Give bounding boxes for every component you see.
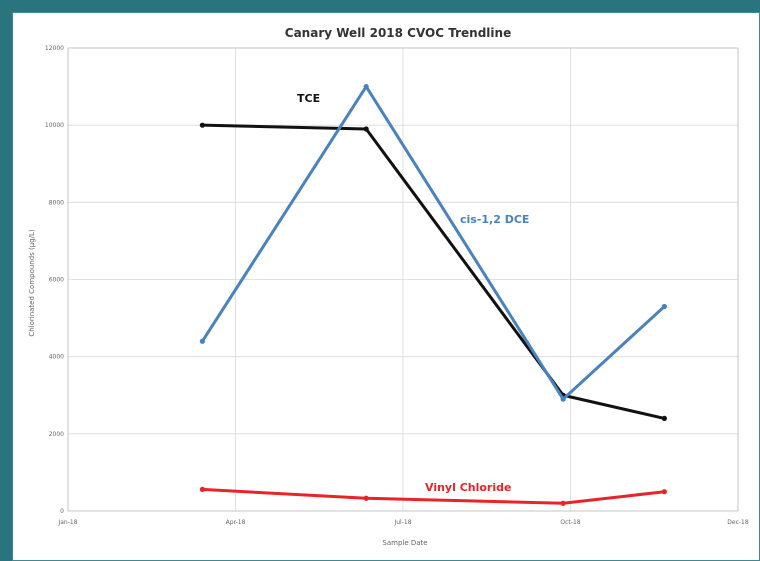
y-tick-label: 12000 bbox=[45, 45, 64, 52]
data-point bbox=[199, 486, 205, 492]
axes: 0 2000 4000 6000 8000 10000 12000 Jan-18 Apr-18 J… bbox=[45, 45, 749, 526]
data-point bbox=[661, 303, 667, 310]
series-line bbox=[201, 85, 666, 401]
data-point bbox=[363, 495, 369, 501]
data-point bbox=[661, 489, 667, 495]
chart-panel bbox=[12, 12, 760, 561]
data-point bbox=[363, 126, 369, 132]
series-layer bbox=[199, 83, 667, 506]
y-tick-label: 8000 bbox=[49, 199, 64, 206]
data-point bbox=[560, 396, 566, 402]
series-line bbox=[202, 487, 665, 505]
data-point bbox=[363, 83, 369, 90]
series-line bbox=[202, 123, 665, 420]
x-axis-label: Sample Date bbox=[382, 539, 427, 547]
x-tick-label: Apr-18 bbox=[226, 519, 246, 526]
data-point bbox=[661, 415, 667, 421]
plot-border bbox=[67, 47, 739, 512]
series-label: TCE bbox=[297, 92, 320, 105]
series-label: cis-1,2 DCE bbox=[460, 213, 529, 226]
x-tick-label: Dec-18 bbox=[727, 519, 749, 526]
chart-title: Canary Well 2018 CVOC Trendline bbox=[285, 26, 511, 40]
x-tick-label: Oct-18 bbox=[560, 519, 580, 526]
x-tick-label: Jul-18 bbox=[393, 519, 411, 526]
x-tick-label: Jan-18 bbox=[57, 519, 77, 526]
y-axis-label: Chlorinated Compounds (µg/L) bbox=[28, 229, 36, 337]
series-labels: TCE cis-1,2 DCE Vinyl Chloride bbox=[297, 92, 529, 494]
series-label: Vinyl Chloride bbox=[425, 481, 511, 494]
data-point bbox=[560, 500, 566, 506]
y-tick-label: 6000 bbox=[49, 277, 64, 284]
data-point bbox=[199, 122, 205, 128]
y-tick-label: 10000 bbox=[45, 122, 64, 129]
y-tick-label: 2000 bbox=[49, 431, 64, 438]
grid-lines bbox=[67, 47, 739, 512]
data-point bbox=[199, 338, 205, 344]
y-tick-label: 4000 bbox=[49, 354, 64, 361]
y-tick-label: 0 bbox=[60, 508, 64, 515]
